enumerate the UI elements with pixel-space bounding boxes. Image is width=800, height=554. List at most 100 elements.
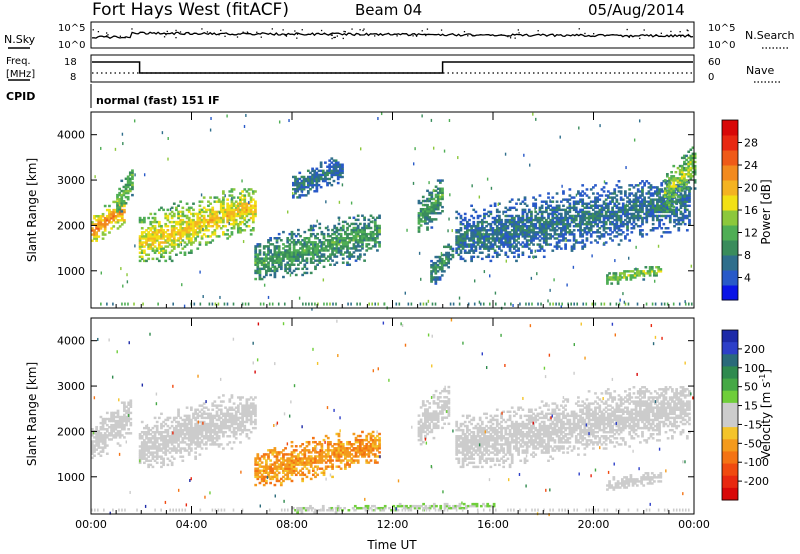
noise-search-label: N.Search	[745, 29, 795, 42]
echo-cell	[551, 249, 555, 252]
echo-cell	[589, 204, 593, 207]
echo-cell	[506, 224, 510, 228]
echo-cell	[672, 183, 676, 186]
echo-cell	[245, 224, 249, 228]
echo-cell	[530, 241, 533, 244]
noise-search-dot	[591, 35, 593, 38]
echo-cell	[517, 233, 520, 236]
echo-cell	[322, 232, 326, 236]
echo-cell	[149, 451, 153, 454]
echo-cell	[354, 236, 358, 240]
echo-cell	[251, 198, 255, 201]
echo-cell	[97, 217, 101, 220]
echo-cell	[504, 227, 508, 230]
echo-cell	[609, 302, 612, 306]
echo-cell	[162, 461, 165, 465]
echo-cell	[647, 202, 651, 205]
echo-cell	[303, 271, 307, 275]
echo-cell	[432, 268, 436, 271]
echo-cell	[318, 251, 322, 254]
echo-cell	[346, 241, 349, 244]
echo-cell	[160, 457, 163, 460]
echo-cell	[282, 255, 285, 258]
echo-cell	[540, 216, 544, 220]
echo-cell	[330, 165, 334, 168]
echo-cell	[536, 216, 540, 220]
echo-cell	[277, 255, 281, 258]
echo-cell	[553, 222, 557, 226]
echo-cell	[179, 237, 183, 240]
echo-cell	[179, 428, 183, 432]
echo-cell	[204, 428, 208, 432]
echo-cell	[573, 302, 575, 306]
echo-cell	[320, 255, 324, 258]
echo-cell	[183, 424, 187, 428]
echo-cell	[269, 236, 272, 240]
echo-cell	[183, 245, 187, 248]
echo-cell	[97, 214, 101, 218]
echo-cell	[689, 156, 693, 160]
echo-cell	[660, 204, 664, 207]
echo-cell	[657, 244, 660, 248]
echo-cell	[254, 251, 258, 254]
echo-cell	[538, 216, 542, 220]
echo-cell	[327, 225, 329, 229]
echo-cell	[337, 216, 341, 220]
echo-cell	[228, 206, 232, 210]
echo-cell	[440, 259, 444, 263]
echo-cell	[230, 218, 234, 222]
echo-cell	[491, 235, 495, 238]
echo-cell	[239, 198, 242, 201]
echo-cell	[172, 247, 176, 250]
echo-cell	[632, 198, 636, 201]
echo-cell	[149, 437, 153, 440]
echo-cell	[545, 208, 548, 212]
echo-cell	[504, 206, 508, 210]
echo-cell	[179, 200, 183, 203]
echo-cell	[279, 253, 283, 256]
echo-cell	[168, 251, 172, 254]
echo-cell	[172, 237, 176, 240]
echo-cell	[621, 231, 625, 234]
echo-cell	[474, 247, 478, 250]
echo-cell	[532, 204, 535, 207]
echo-cell	[332, 165, 336, 168]
echo-cell	[219, 200, 223, 203]
echo-cell	[118, 191, 121, 195]
echo-cell	[436, 191, 440, 195]
echo-cell	[226, 302, 229, 306]
echo-cell	[538, 249, 542, 252]
echo-cell	[549, 220, 553, 224]
echo-cell	[198, 204, 202, 207]
echo-cell	[677, 208, 681, 212]
echo-cell	[653, 204, 657, 207]
echo-cell	[297, 232, 300, 236]
echo-cell	[112, 225, 116, 228]
echo-cell	[162, 451, 165, 454]
echo-cell	[103, 421, 107, 425]
echo-cell	[232, 204, 236, 207]
echo-cell	[299, 261, 302, 264]
echo-cell	[434, 205, 438, 209]
echo-cell	[326, 173, 329, 177]
echo-cell	[547, 206, 550, 210]
echo-cell	[230, 233, 234, 236]
echo-cell	[472, 220, 476, 224]
echo-cell	[120, 421, 124, 425]
echo-cell	[209, 224, 212, 228]
echo-cell	[632, 202, 636, 205]
noise-search-dot	[509, 37, 512, 39]
echo-cell	[459, 214, 463, 218]
echo-cell	[200, 235, 204, 238]
echo-cell	[635, 268, 639, 271]
echo-cell	[688, 218, 691, 222]
echo-cell	[94, 175, 96, 179]
echo-cell	[234, 206, 238, 210]
echo-cell	[617, 186, 621, 189]
echo-cell	[185, 422, 189, 426]
echo-cell	[358, 230, 362, 234]
echo-cell	[175, 449, 178, 452]
echo-cell	[632, 220, 636, 224]
echo-cell	[183, 231, 187, 234]
echo-cell	[506, 243, 510, 246]
